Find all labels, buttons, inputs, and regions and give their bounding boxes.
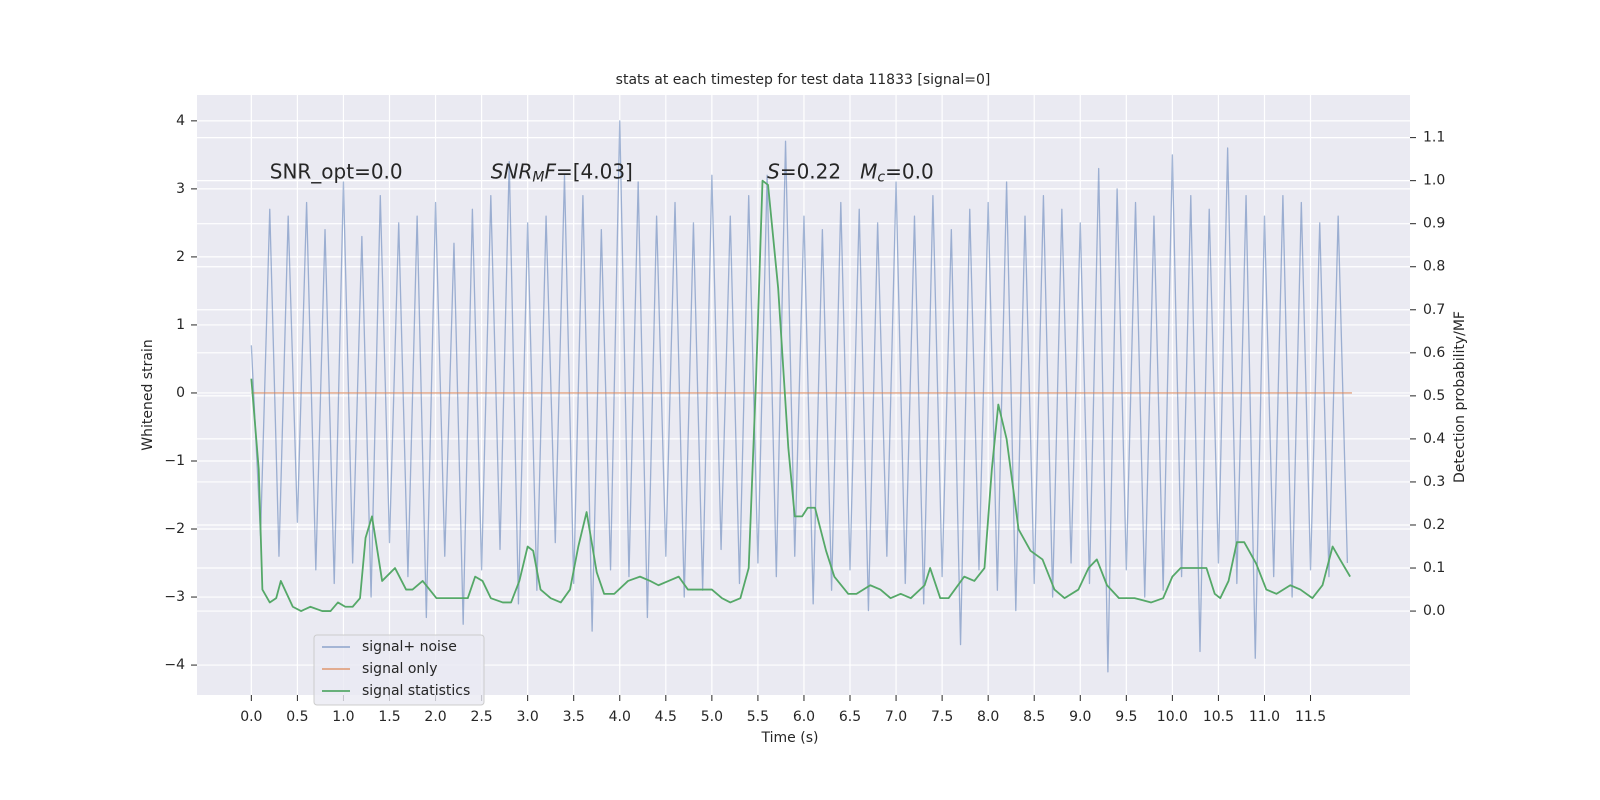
annotation: S=0.22 — [767, 159, 841, 183]
annotation-part: SNR_opt=0.0 — [270, 159, 403, 183]
x-tick-label: 9.5 — [1115, 709, 1137, 725]
x-tick-label: 6.5 — [839, 709, 861, 725]
x-tick-label: 0.5 — [286, 709, 308, 725]
y2-tick-label: 0.2 — [1423, 517, 1445, 533]
annotation-part: M — [532, 170, 544, 186]
y-tick-label: −3 — [164, 589, 185, 605]
axes: 0.0 0.5 1.0 1.5 2.0 2.5 3.0 3.5 4.0 4.5 5.0 5.5 6.0 6… — [164, 113, 1445, 725]
marks — [250, 120, 1352, 673]
legend-label: signal statistics — [362, 683, 470, 699]
x-tick-label: 3.0 — [517, 709, 539, 725]
x-tick-label: 5.0 — [701, 709, 723, 725]
annotation-part: F — [544, 159, 556, 183]
y2-tick-label: 1.1 — [1423, 130, 1445, 146]
y-tick-label: −2 — [164, 521, 185, 537]
x-tick-label: 11.0 — [1249, 709, 1280, 725]
x-tick-label: 8.0 — [977, 709, 999, 725]
y2-tick-label: 1.0 — [1423, 173, 1445, 189]
y2-tick-label: 0.6 — [1423, 345, 1445, 361]
chart-title: stats at each timestep for test data 118… — [616, 72, 991, 88]
x-tick-label: 4.5 — [655, 709, 677, 725]
x-tick-label: 1.0 — [332, 709, 354, 725]
y2-axis-label: Detection probability/MF — [1452, 311, 1468, 483]
y-tick-label: −4 — [164, 657, 185, 673]
x-tick-label: 3.5 — [563, 709, 585, 725]
x-tick-label: 9.0 — [1069, 709, 1091, 725]
annotation: Mc=0.0 — [860, 159, 934, 186]
y-tick-label: 4 — [176, 113, 185, 129]
series-line — [250, 120, 1349, 673]
x-tick-label: 1.5 — [378, 709, 400, 725]
y2-tick-label: 0.7 — [1423, 302, 1445, 318]
x-axis-label: Time (s) — [761, 730, 819, 746]
legend-box — [313, 634, 485, 706]
legend-label: signal+ noise — [362, 639, 457, 655]
annotation-part: S — [767, 159, 780, 183]
y2-tick-label: 0.0 — [1423, 603, 1445, 619]
y2-tick-label: 0.8 — [1423, 259, 1445, 275]
annotation-part: SNR — [491, 159, 533, 183]
x-tick-label: 10.0 — [1157, 709, 1188, 725]
y2-tick-label: 0.3 — [1423, 474, 1445, 490]
x-tick-label: 7.0 — [885, 709, 907, 725]
y2-tick-label: 0.5 — [1423, 388, 1445, 404]
y2-tick-label: 0.1 — [1423, 560, 1445, 576]
annotation: SNRMF=[4.03] — [491, 159, 633, 186]
annotation: SNR_opt=0.0 — [270, 159, 403, 183]
x-tick-label: 6.0 — [793, 709, 815, 725]
x-tick-label: 0.0 — [240, 709, 262, 725]
y2-tick-label: 0.4 — [1423, 431, 1445, 447]
x-tick-label: 10.5 — [1203, 709, 1234, 725]
x-tick-label: 2.5 — [470, 709, 492, 725]
y-tick-label: 1 — [176, 317, 185, 333]
y-tick-label: 0 — [176, 385, 185, 401]
x-tick-label: 2.0 — [424, 709, 446, 725]
x-tick-label: 8.5 — [1023, 709, 1045, 725]
annotation-part: =[4.03] — [556, 159, 633, 183]
series-line — [250, 179, 1351, 612]
y2-tick-label: 0.9 — [1423, 216, 1445, 232]
annotation-part: =0.0 — [885, 159, 934, 183]
y-tick-label: 3 — [176, 181, 185, 197]
x-tick-label: 7.5 — [931, 709, 953, 725]
annotation-part: M — [860, 159, 877, 183]
y-tick-label: 2 — [176, 249, 185, 265]
legend: signal+ noise signal only signal statistic… — [313, 634, 485, 706]
x-tick-label: 11.5 — [1295, 709, 1326, 725]
y-tick-label: −1 — [164, 453, 185, 469]
annotation-part: c — [877, 170, 885, 186]
annotation-part: =0.22 — [780, 159, 841, 183]
y-axis-label: Whitened strain — [140, 339, 156, 450]
legend-label: signal only — [362, 661, 437, 677]
x-tick-label: 4.0 — [609, 709, 631, 725]
x-tick-label: 5.5 — [747, 709, 769, 725]
